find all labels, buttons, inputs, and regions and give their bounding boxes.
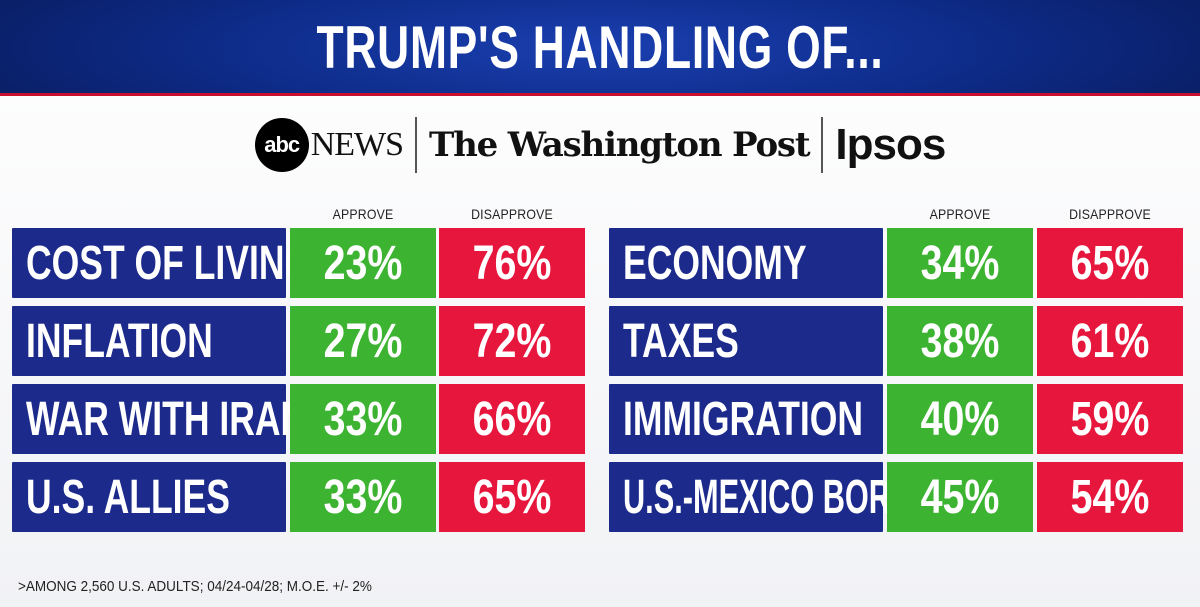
disapprove-value-text: 66% (472, 392, 552, 446)
abc-news-wordmark: NEWS (310, 126, 404, 163)
disapprove-value-text: 65% (472, 470, 552, 524)
disapprove-value-text: 72% (472, 314, 552, 368)
issue-label: TAXES (609, 306, 883, 376)
issue-label-text: TAXES (623, 314, 739, 368)
issue-label-text: U.S. ALLIES (26, 470, 230, 524)
footnote: >AMONG 2,560 U.S. ADULTS; 04/24-04/28; M… (18, 578, 372, 595)
column-header-approve: APPROVE (332, 206, 394, 222)
issue-label: U.S.-MEXICO BORDER (609, 462, 956, 532)
approve-value-text: 45% (920, 470, 1000, 524)
issue-label: IMMIGRATION (609, 384, 883, 454)
ipsos-logo: Ipsos (835, 120, 946, 169)
logo-strip: abc NEWS The Washington Post Ipsos (0, 112, 1200, 178)
approve-value: 40% (887, 384, 1033, 454)
disapprove-value: 59% (1037, 384, 1183, 454)
column-header-approve: APPROVE (929, 206, 991, 222)
disapprove-value: 61% (1037, 306, 1183, 376)
issue-label-text: COST OF LIVING (26, 236, 313, 290)
washington-post-logo: The Washington Post (429, 125, 811, 165)
issue-label: WAR WITH IRAN (12, 384, 306, 454)
disapprove-value-text: 61% (1070, 314, 1150, 368)
abc-logo-icon: abc (254, 118, 309, 172)
issue-label: U.S. ALLIES (12, 462, 286, 532)
approve-value-text: 38% (920, 314, 1000, 368)
approve-value: 27% (290, 306, 436, 376)
issue-label: COST OF LIVING (12, 228, 312, 298)
disapprove-value: 54% (1037, 462, 1183, 532)
approve-value: 38% (887, 306, 1033, 376)
issue-label-text: WAR WITH IRAN (26, 392, 307, 446)
issue-label-text: ECONOMY (623, 236, 807, 290)
disapprove-value: 65% (1037, 228, 1183, 298)
approve-value-text: 34% (920, 236, 1000, 290)
approve-value: 45% (887, 462, 1033, 532)
approve-value-text: 27% (323, 314, 403, 368)
approve-value: 34% (887, 228, 1033, 298)
logo-divider (821, 117, 824, 173)
disapprove-value-text: 54% (1070, 470, 1150, 524)
approve-value: 33% (290, 462, 436, 532)
page-title: TRUMP'S HANDLING OF... (316, 14, 884, 81)
logo-divider (415, 117, 418, 173)
disapprove-value: 72% (439, 306, 585, 376)
column-header-disapprove: DISAPPROVE (1069, 206, 1151, 222)
disapprove-value-text: 76% (472, 236, 552, 290)
approve-value: 23% (290, 228, 436, 298)
approve-value-text: 40% (920, 392, 1000, 446)
approve-value-text: 33% (323, 392, 403, 446)
approve-value-text: 23% (323, 236, 403, 290)
disapprove-value: 76% (439, 228, 585, 298)
abc-news-logo: abc NEWS (254, 118, 404, 172)
issue-label-text: IMMIGRATION (623, 392, 864, 446)
title-banner: TRUMP'S HANDLING OF... (0, 0, 1200, 96)
issue-label: INFLATION (12, 306, 286, 376)
issue-label: ECONOMY (609, 228, 883, 298)
approve-value-text: 33% (323, 470, 403, 524)
approve-value: 33% (290, 384, 436, 454)
issue-label-text: INFLATION (26, 314, 213, 368)
disapprove-value-text: 65% (1070, 236, 1150, 290)
disapprove-value: 66% (439, 384, 585, 454)
disapprove-value: 65% (439, 462, 585, 532)
column-header-disapprove: DISAPPROVE (471, 206, 553, 222)
disapprove-value-text: 59% (1070, 392, 1150, 446)
